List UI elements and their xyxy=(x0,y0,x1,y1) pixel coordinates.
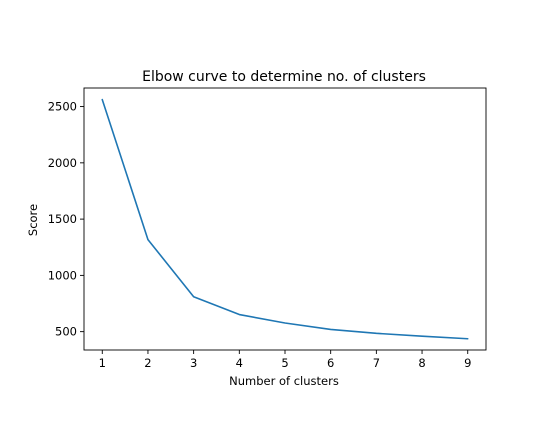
x-tick-label: 7 xyxy=(373,356,380,370)
x-tick-label: 6 xyxy=(327,356,334,370)
y-tick-label: 500 xyxy=(55,325,77,339)
y-tick-label: 2500 xyxy=(48,100,77,114)
x-tick-label: 2 xyxy=(144,356,151,370)
x-tick-label: 5 xyxy=(281,356,288,370)
plot-area: 1 2 3 4 5 6 7 8 9 500 1000 1500 2000 2500 xyxy=(48,87,487,370)
x-tick-label: 1 xyxy=(99,356,106,370)
series-line xyxy=(101,98,469,340)
x-axis-label: Number of clusters xyxy=(229,374,339,388)
y-tick-label: 2000 xyxy=(48,156,77,170)
x-tick-label: 9 xyxy=(464,356,471,370)
x-tick-label: 4 xyxy=(236,356,243,370)
plot-frame xyxy=(83,87,487,351)
y-tick-label: 1000 xyxy=(48,268,77,282)
x-tick-label: 3 xyxy=(190,356,197,370)
chart-title: Elbow curve to determine no. of clusters xyxy=(142,69,426,85)
y-axis-label: Score xyxy=(26,204,40,236)
y-tick-label: 1500 xyxy=(48,212,77,226)
x-tick-label: 8 xyxy=(418,356,425,370)
